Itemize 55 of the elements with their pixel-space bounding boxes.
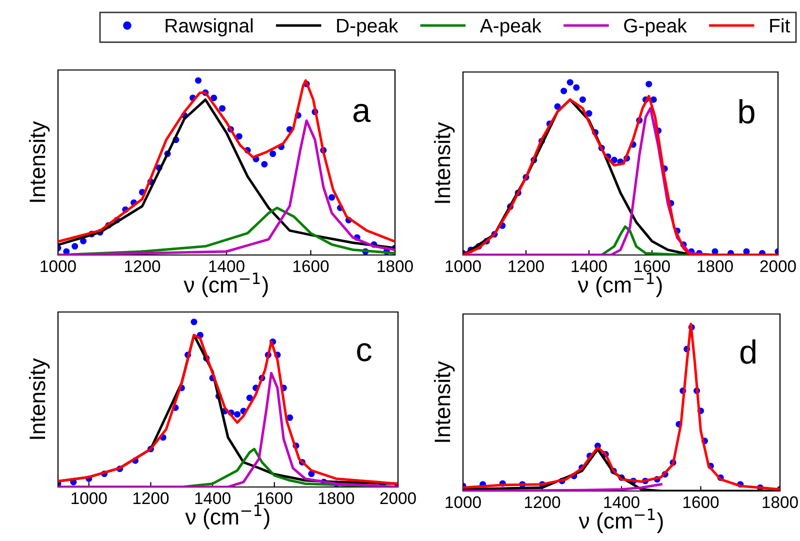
legend-label: Rawsignal: [166, 18, 253, 36]
x-tick-label: 2000: [380, 492, 416, 504]
x-tick-label: 1800: [698, 260, 733, 272]
x-tick-label: 1200: [133, 492, 169, 504]
point: [190, 318, 198, 326]
point: [261, 160, 268, 168]
point: [646, 80, 652, 88]
legend-label: D-peak: [337, 18, 398, 36]
x-tick-label: 1600: [257, 492, 292, 504]
point: [219, 105, 226, 112]
x-tick-label: 1000: [72, 492, 107, 504]
x-tick-label: 1800: [378, 260, 413, 272]
point: [579, 96, 586, 103]
point: [195, 77, 202, 84]
x-tick-label: 1400: [195, 492, 230, 504]
x-axis-title: ν (cm$^{−1}$): [578, 508, 663, 534]
y-axis-title: Intensity: [434, 361, 455, 442]
x-tick-label: 1200: [124, 260, 160, 272]
point: [210, 94, 218, 102]
x-tick-label: 1400: [572, 260, 607, 272]
x-tick-label: 1200: [508, 260, 544, 272]
point: [328, 194, 336, 201]
legend-label: Fit: [770, 18, 790, 33]
point: [236, 133, 242, 140]
y-axis-title: Intensity: [28, 121, 50, 202]
x-axis-title: ν (cm$^{−1}$): [185, 504, 270, 530]
x-tick-label: 1200: [524, 496, 560, 508]
x-tick-label: 1600: [683, 496, 719, 508]
x-tick-label: 1800: [318, 492, 354, 504]
annotation: c: [357, 343, 372, 362]
annotation: a: [353, 104, 371, 122]
x-tick-label: 1400: [209, 260, 244, 272]
x-tick-label: 1000: [40, 260, 76, 272]
point: [72, 243, 78, 250]
legend-label: G-peak: [624, 18, 687, 36]
point: [270, 150, 276, 158]
annotation: b: [739, 99, 754, 124]
annotation: d: [740, 339, 756, 364]
x-tick-label: 1800: [762, 496, 798, 508]
x-tick-label: 2000: [760, 260, 796, 272]
legend-label: A-peak: [480, 18, 542, 36]
point: [246, 394, 253, 402]
x-tick-label: 1000: [446, 496, 481, 508]
point: [573, 84, 580, 91]
point: [560, 88, 568, 94]
x-axis-title: ν (cm$^{−1}$): [578, 272, 662, 298]
point: [234, 411, 241, 418]
y-axis-title: Intensity: [28, 358, 50, 439]
y-axis-title: Intensity: [434, 122, 455, 203]
x-tick-label: 1600: [634, 260, 670, 272]
x-tick-label: 1600: [293, 260, 329, 272]
x-tick-label: 1400: [604, 496, 640, 508]
x-axis-title: ν (cm$^{−1}$): [184, 272, 268, 298]
x-tick-label: 1000: [446, 260, 481, 272]
point: [566, 79, 574, 86]
